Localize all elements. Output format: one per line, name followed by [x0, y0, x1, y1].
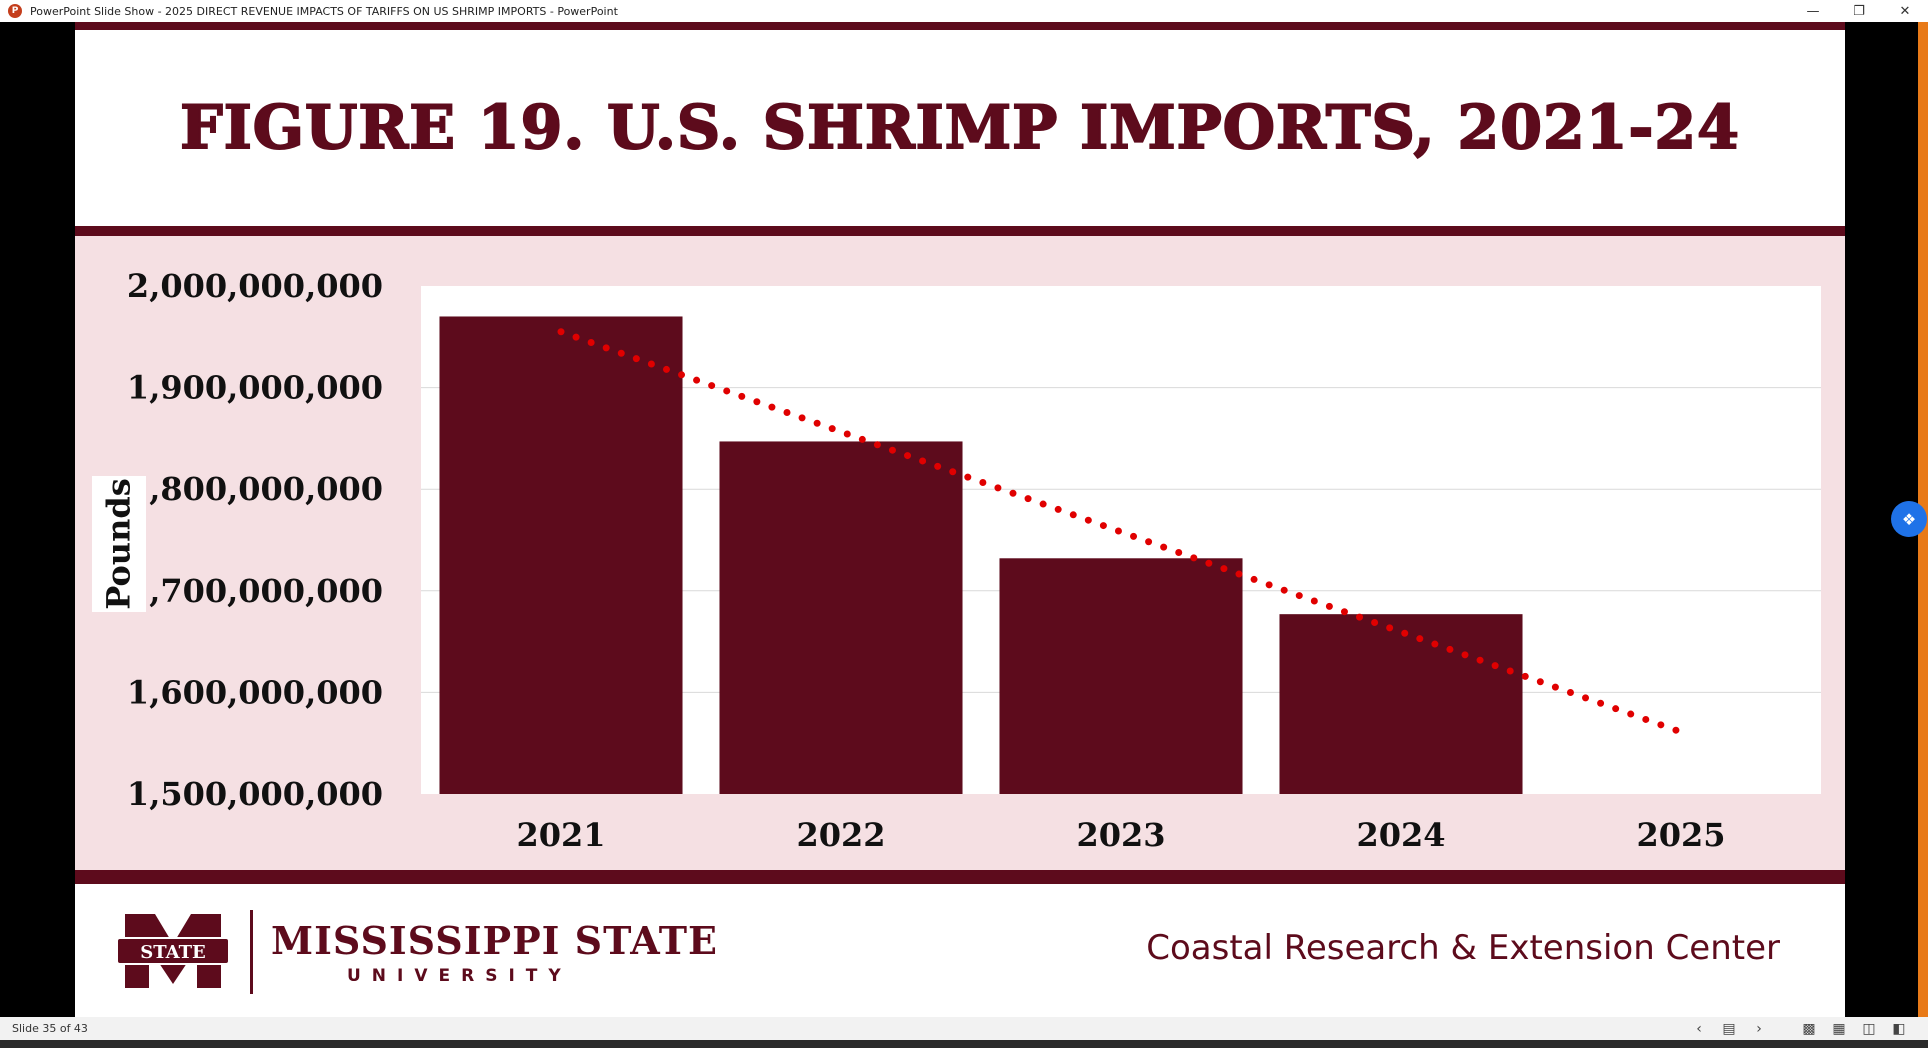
previous-slide-icon[interactable]: ‹ — [1696, 1020, 1702, 1037]
chart-area: 1,500,000,000 1,600,000,000 1,700,000,000 1… — [75, 236, 1845, 870]
x-tick-label: 2023 — [1076, 816, 1165, 854]
dropbox-icon[interactable]: ❖ — [1891, 501, 1927, 537]
bar-2021 — [439, 316, 683, 794]
next-slide-icon[interactable]: › — [1756, 1020, 1762, 1037]
slide-counter: Slide 35 of 43 — [12, 1022, 88, 1035]
x-tick-label: 2024 — [1356, 816, 1445, 854]
minimize-button[interactable]: — — [1806, 3, 1820, 19]
status-bar: Slide 35 of 43 ‹ ▤ › ▩ ▦ ◫ ◧ — [0, 1017, 1928, 1040]
bar-2022 — [719, 441, 963, 794]
bar-2023 — [999, 558, 1243, 794]
y-tick-label: 1,700,000,000 — [127, 572, 383, 610]
slide-sorter-icon[interactable]: ▦ — [1832, 1020, 1846, 1037]
msu-logo-icon: STATE — [117, 914, 229, 988]
slideshow-icon[interactable]: ◧ — [1892, 1020, 1906, 1037]
slide-title: FIGURE 19. U.S. SHRIMP IMPORTS, 2021-24 — [179, 92, 1740, 164]
y-tick-label: 2,000,000,000 — [127, 267, 383, 305]
slide-header: FIGURE 19. U.S. SHRIMP IMPORTS, 2021-24 — [75, 30, 1845, 226]
y-tick-label: 1,800,000,000 — [127, 470, 383, 508]
taskbar — [0, 1040, 1928, 1048]
close-button[interactable]: ✕ — [1899, 3, 1911, 19]
footer-divider — [75, 870, 1845, 884]
slide-menu-icon[interactable]: ▤ — [1722, 1020, 1736, 1037]
top-band — [75, 22, 1845, 30]
x-tick-label: 2025 — [1636, 816, 1725, 854]
y-tick-label: 1,600,000,000 — [127, 673, 383, 711]
bar-2024 — [1279, 614, 1523, 794]
slide-canvas[interactable]: FIGURE 19. U.S. SHRIMP IMPORTS, 2021-24 … — [75, 22, 1845, 1017]
trendline — [557, 328, 1685, 736]
header-divider — [75, 226, 1845, 236]
x-tick-label: 2021 — [516, 816, 605, 854]
restore-button[interactable]: ❐ — [1853, 3, 1865, 19]
logo-divider — [250, 910, 253, 994]
slide-footer: STATE MISSISSIPPI STATE UNIVERSITY Coast… — [75, 884, 1845, 1017]
msu-name: MISSISSIPPI STATE — [271, 918, 718, 963]
y-axis-label: Pounds — [100, 478, 138, 610]
powerpoint-icon: P — [8, 4, 22, 18]
center-name: Coastal Research & Extension Center — [1146, 928, 1780, 968]
reading-view-icon[interactable]: ◫ — [1862, 1020, 1876, 1037]
msu-logo-text: STATE — [140, 942, 206, 963]
normal-view-icon[interactable]: ▩ — [1802, 1020, 1816, 1037]
bar-chart: 1,500,000,000 1,600,000,000 1,700,000,000 1… — [127, 267, 1821, 854]
window-title: PowerPoint Slide Show - 2025 DIRECT REVE… — [30, 4, 618, 18]
msu-university: UNIVERSITY — [347, 966, 572, 986]
window-title-bar: P PowerPoint Slide Show - 2025 DIRECT RE… — [0, 0, 1928, 22]
y-tick-label: 1,500,000,000 — [127, 775, 383, 813]
x-tick-label: 2022 — [796, 816, 885, 854]
y-axis-label-box: Pounds — [92, 476, 146, 612]
side-strip — [1918, 22, 1928, 1040]
y-tick-label: 1,900,000,000 — [127, 369, 383, 407]
